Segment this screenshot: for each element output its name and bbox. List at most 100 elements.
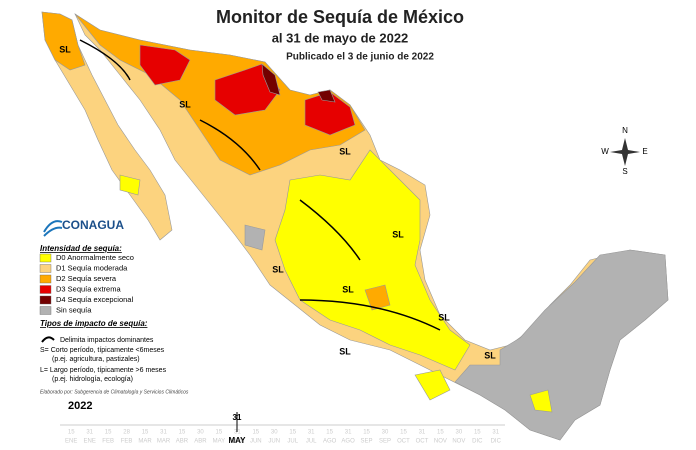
logo-icon: [43, 220, 63, 237]
timeline-tick-month: MAR: [138, 439, 152, 445]
compass-e: E: [642, 147, 647, 156]
timeline-tick-day: 15: [105, 430, 112, 436]
impact-line: (p.ej. agricultura, pastizales): [52, 356, 140, 363]
impact-label: SL: [179, 99, 191, 109]
legend-label: D3 Sequía extrema: [56, 284, 121, 293]
legend-label: D2 Sequía severa: [56, 274, 117, 283]
timeline-tick-day: 15: [437, 430, 444, 436]
timeline-tick-day: 30: [197, 430, 204, 436]
jalisco-none: [244, 224, 266, 251]
timeline-day: 31: [233, 413, 242, 422]
timeline-tick-day: 31: [308, 430, 315, 436]
legend-swatch: [39, 306, 52, 315]
impact-line: S= Corto período, típicamente <6meses: [40, 347, 165, 354]
timeline-tick-month: JUN: [268, 439, 280, 445]
timeline-tick-day: 30: [456, 430, 463, 436]
timeline-tick-month: OCT: [397, 439, 410, 445]
timeline-tick-month: MAY: [213, 439, 226, 445]
timeline-tick-day: 15: [252, 430, 259, 436]
impact-boundary: [79, 39, 441, 331]
timeline-tick-month: ABR: [194, 439, 207, 445]
timeline-tick-day: 30: [382, 430, 389, 436]
map-labels: SL SL SL SL SL SL SL SL SL: [59, 44, 496, 360]
south-abnormal: [414, 369, 451, 401]
timeline-tick-day: 31: [86, 430, 93, 436]
published: Publicado el 3 de junio de 2022: [286, 52, 434, 63]
legend-label: D1 Sequía moderada: [56, 263, 128, 272]
timeline-tick-month: NOV: [452, 439, 465, 445]
center-abnormal: [274, 149, 471, 371]
compass: N S E W: [601, 126, 647, 176]
map: [41, 11, 669, 441]
timeline-tick-month: ENE: [65, 439, 77, 445]
impact-line: Delimita impactos dominantes: [60, 337, 154, 344]
impact-symbol: [41, 336, 55, 343]
impact-line: (p.ej. hidrología, ecología): [52, 376, 133, 383]
credit: Elaborado por: Subgerencia de Climatolog…: [40, 389, 189, 395]
timeline-tick-day: 15: [179, 430, 186, 436]
legend-swatch: [39, 274, 52, 284]
timeline: 15 ENE 31 ENE 15 FEB 28 FEB 15 MAR 31 MAR 15 ABR 30 ABR…: [65, 430, 502, 445]
impact-label: SL: [59, 44, 71, 54]
timeline-tick-month: ENE: [84, 439, 96, 445]
impact-label: SL: [438, 312, 450, 322]
title: Monitor de Sequía de México: [216, 7, 464, 27]
legend-label: D0 Anormalmente seco: [56, 253, 134, 262]
impact-label: SL: [342, 284, 354, 294]
legend-swatch: [39, 285, 52, 294]
timeline-tick-day: 15: [142, 430, 149, 436]
legend-swatch: [39, 253, 52, 263]
timeline-month: MAY: [228, 436, 246, 445]
impact-title: Tipos de impacto de sequía:: [40, 319, 148, 328]
logo: CONAGUA: [62, 218, 124, 232]
timeline-tick-month: FEB: [102, 439, 114, 445]
timeline-tick-month: AGO: [341, 439, 355, 445]
compass-s: S: [622, 167, 627, 176]
timeline-tick-day: 31: [160, 430, 167, 436]
timeline-tick-day: 15: [474, 430, 481, 436]
timeline-tick-month: DIC: [491, 439, 502, 445]
timeline-tick-month: MAY: [231, 439, 244, 445]
timeline-tick-month: OCT: [416, 439, 429, 445]
timeline-tick-day: 15: [289, 430, 296, 436]
timeline-tick-day: 30: [271, 430, 278, 436]
subtitle: al 31 de mayo de 2022: [272, 30, 409, 45]
compass-n: N: [622, 126, 628, 135]
baja-north: [41, 11, 86, 71]
center-severe: [364, 284, 391, 311]
coahuila-exceptional: [317, 89, 336, 103]
impact-label: SL: [339, 346, 351, 356]
timeline-tick-day: 31: [492, 430, 499, 436]
timeline-tick-day: 15: [68, 430, 75, 436]
compass-w: W: [601, 147, 609, 156]
impact-label: SL: [272, 264, 284, 274]
impact-label: SL: [392, 229, 404, 239]
sonora-extreme: [139, 44, 191, 86]
timeline-tick-day: 15: [400, 430, 407, 436]
timeline-tick-day: 28: [123, 430, 130, 436]
timeline-tick-month: FEB: [121, 439, 133, 445]
timeline-tick-day: 31: [234, 430, 241, 436]
timeline-year: 2022: [68, 400, 92, 412]
sinaloa-abnormal: [119, 174, 141, 196]
southeast-none: [454, 249, 669, 441]
legend-label: Sin sequía: [56, 305, 92, 314]
timeline-tick-month: ABR: [176, 439, 189, 445]
chihuahua-exceptional: [261, 63, 281, 96]
timeline-tick-day: 15: [326, 430, 333, 436]
timeline-tick-month: JUL: [306, 439, 317, 445]
timeline-tick-month: MAR: [157, 439, 171, 445]
timeline-tick-day: 15: [363, 430, 370, 436]
timeline-tick-month: JUN: [250, 439, 262, 445]
timeline-tick-month: NOV: [434, 439, 447, 445]
timeline-tick-day: 15: [216, 430, 223, 436]
timeline-tick-day: 31: [345, 430, 352, 436]
impact-label: SL: [484, 350, 496, 360]
timeline-tick-month: DIC: [472, 439, 483, 445]
impact-line: L= Largo período, típicamente >6 meses: [40, 367, 167, 374]
timeline-tick-day: 31: [419, 430, 426, 436]
timeline-tick-month: JUL: [287, 439, 298, 445]
legend-label: D4 Sequía excepcional: [56, 295, 133, 304]
